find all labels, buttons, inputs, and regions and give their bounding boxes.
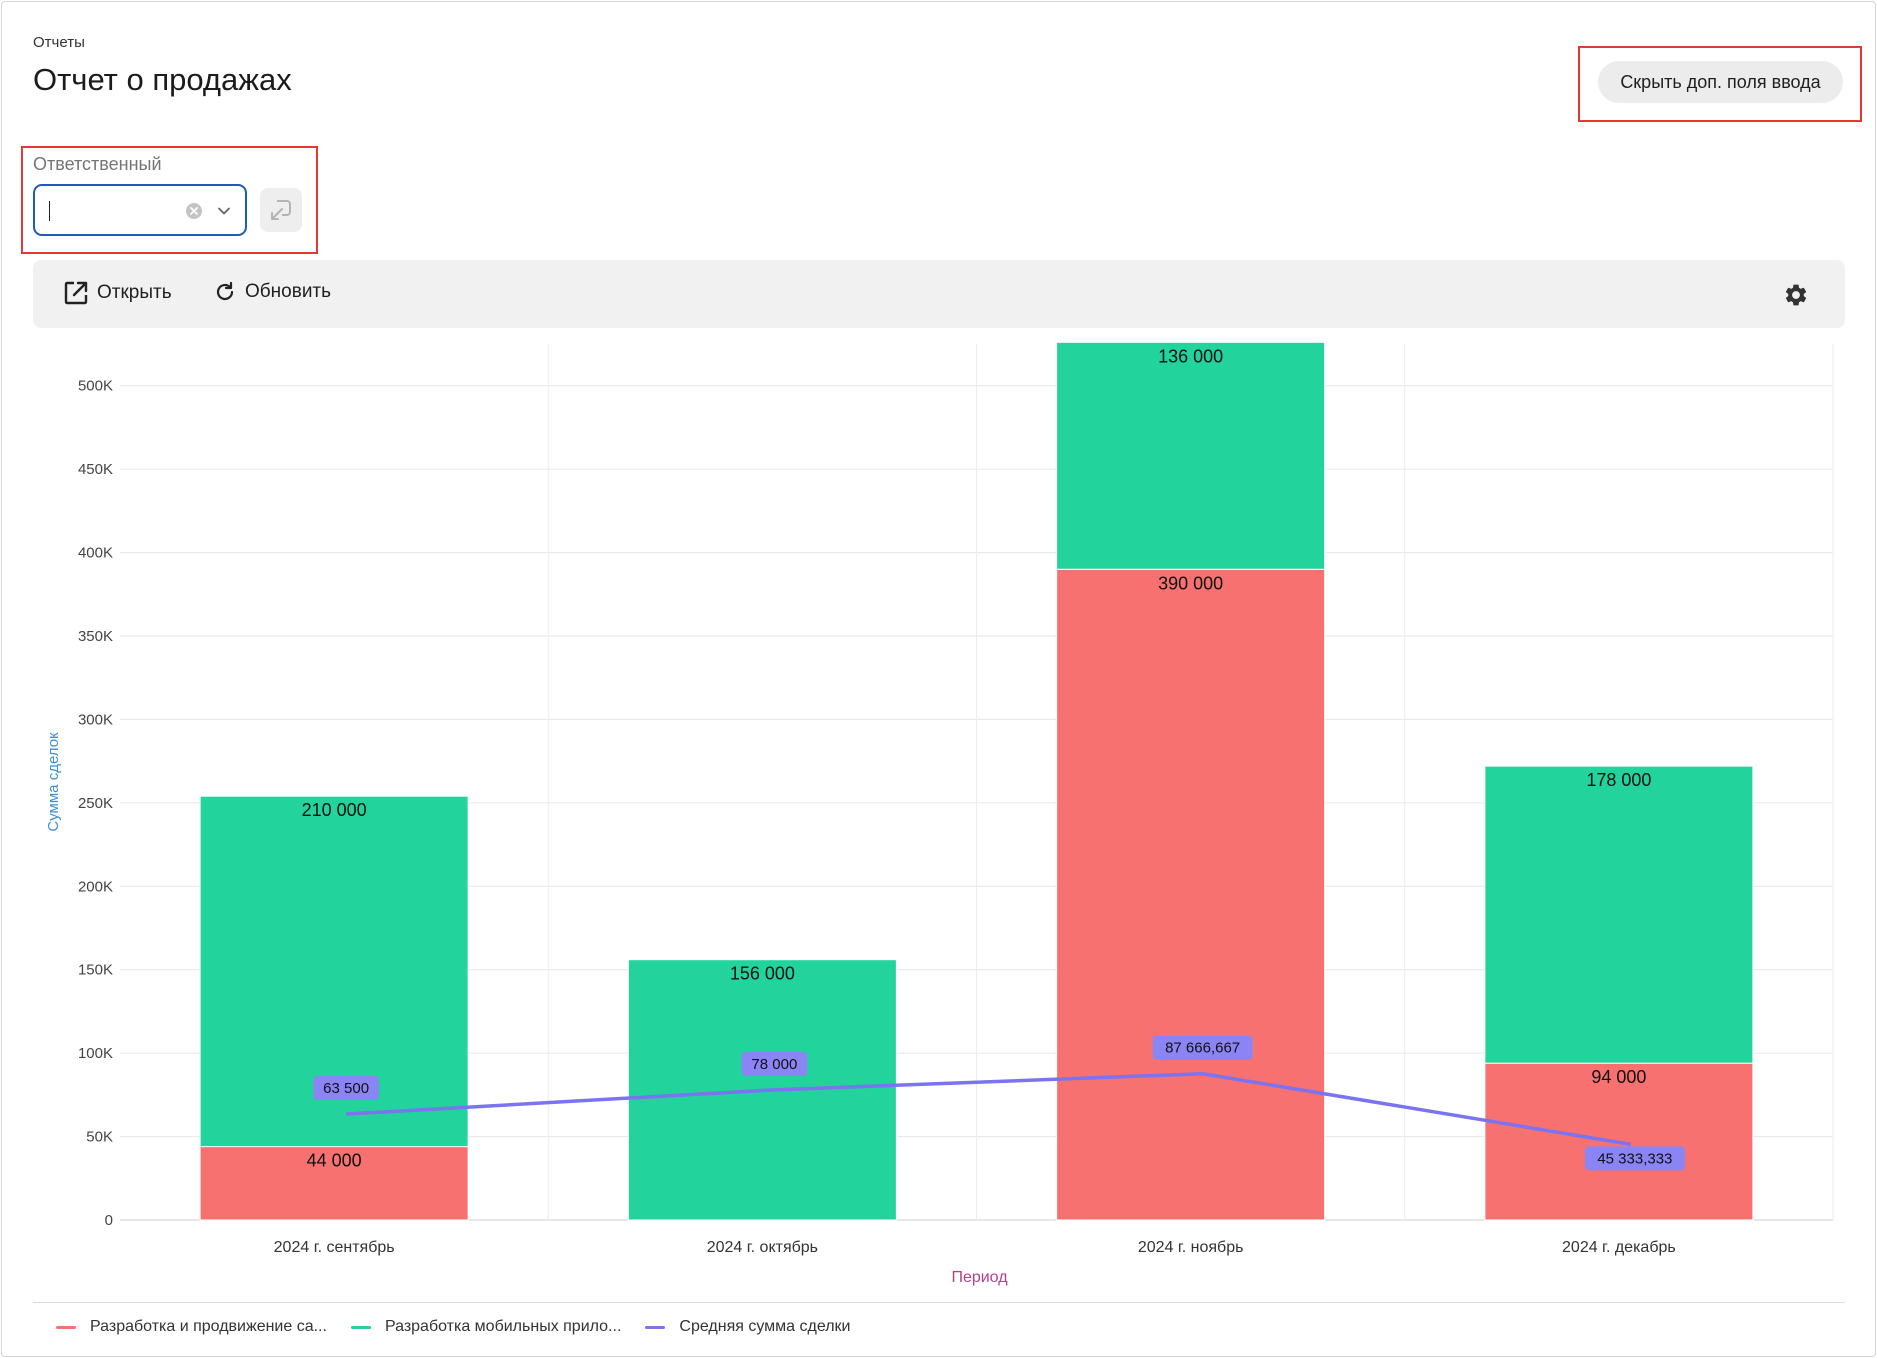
refresh-button[interactable]: Обновить xyxy=(213,280,331,304)
legend-label: Средняя сумма сделки xyxy=(679,1318,851,1335)
legend-item[interactable]: Разработка и продвижение са... xyxy=(56,1318,327,1336)
refresh-button-label: Обновить xyxy=(245,281,332,302)
x-tick-label: 2024 г. сентябрь xyxy=(274,1239,395,1256)
gear-icon[interactable] xyxy=(1783,282,1809,308)
x-tick-label: 2024 г. декабрь xyxy=(1562,1239,1676,1256)
y-tick-label: 150K xyxy=(78,962,113,979)
highlight-box-responsible-filter xyxy=(21,146,318,254)
bar-data-label: 44 000 xyxy=(307,1151,362,1171)
y-tick-label: 350K xyxy=(78,628,113,645)
hide-extra-fields-button[interactable]: Скрыть доп. поля ввода xyxy=(1598,61,1843,103)
y-tick-label: 100K xyxy=(78,1045,113,1062)
y-tick-label: 250K xyxy=(78,795,113,812)
open-button-label: Открыть xyxy=(97,282,172,303)
avg-data-label: 87 666,667 xyxy=(1165,1040,1240,1057)
bar-data-label: 94 000 xyxy=(1591,1067,1646,1087)
avg-data-label: 45 333,333 xyxy=(1597,1150,1672,1167)
x-axis-title: Период xyxy=(951,1269,1008,1286)
y-tick-label: 500K xyxy=(78,378,113,395)
legend-item[interactable]: Разработка мобильных прило... xyxy=(350,1318,622,1336)
bar-data-label: 390 000 xyxy=(1158,573,1223,593)
chevron-down-icon[interactable] xyxy=(216,203,232,219)
avg-data-label: 78 000 xyxy=(751,1056,797,1073)
y-tick-label: 50K xyxy=(86,1129,113,1146)
legend-item[interactable]: Средняя сумма сделки xyxy=(645,1318,850,1336)
legend-label: Разработка и продвижение са... xyxy=(90,1318,327,1335)
bar-mobile-dev xyxy=(1484,765,1754,1064)
bar-data-label: 178 000 xyxy=(1586,770,1651,790)
bar-data-label: 156 000 xyxy=(730,964,795,984)
legend-label: Разработка мобильных прило... xyxy=(384,1318,622,1335)
highlight-box-hide-button xyxy=(1578,46,1862,122)
avg-label-badge xyxy=(1584,1146,1685,1171)
y-tick-label: 0 xyxy=(105,1212,113,1229)
bar-data-label: 136 000 xyxy=(1158,346,1223,366)
bar-data-label: 210 000 xyxy=(302,800,367,820)
y-tick-label: 200K xyxy=(78,878,113,895)
legend-swatch xyxy=(350,1325,371,1329)
bar-web-dev xyxy=(1056,568,1326,1221)
y-tick-label: 450K xyxy=(78,461,113,478)
y-tick-label: 300K xyxy=(78,711,113,728)
select-arrow-icon xyxy=(271,200,291,220)
clear-icon[interactable] xyxy=(185,202,203,220)
y-tick-label: 400K xyxy=(78,545,113,562)
avg-label-badge xyxy=(313,1076,379,1101)
avg-line xyxy=(346,1071,1632,1147)
responsible-field-label: Ответственный xyxy=(33,154,162,174)
responsible-select[interactable] xyxy=(33,184,247,236)
bar-mobile-dev xyxy=(1056,341,1326,570)
open-button[interactable]: Открыть xyxy=(63,280,172,306)
legend-swatch xyxy=(645,1325,666,1329)
avg-label-badge xyxy=(1152,1035,1253,1060)
bar-web-dev xyxy=(199,1146,469,1221)
select-from-list-button[interactable] xyxy=(260,188,302,232)
x-tick-label: 2024 г. ноябрь xyxy=(1138,1239,1244,1256)
sales-chart: 0 50K 100K 150K 200K 250K 300K 350K 400K 450K 500K… xyxy=(45,341,1834,1286)
text-caret xyxy=(49,201,50,221)
legend-swatch xyxy=(56,1325,76,1329)
avg-data-label: 63 500 xyxy=(323,1080,369,1097)
chart-legend: Разработка и продвижение са... Разработка… xyxy=(56,1318,850,1336)
avg-label-badge xyxy=(741,1051,808,1076)
breadcrumb[interactable]: Отчеты xyxy=(33,34,85,51)
page-title: Отчет о продажах xyxy=(33,62,292,97)
refresh-icon xyxy=(216,281,234,301)
y-axis-title: Сумма сделок xyxy=(45,732,62,832)
x-tick-label: 2024 г. октябрь xyxy=(707,1239,818,1256)
chart-toolbar: Открыть Обновить xyxy=(33,260,1845,328)
open-external-icon xyxy=(64,281,88,305)
legend-divider xyxy=(33,1302,1845,1303)
